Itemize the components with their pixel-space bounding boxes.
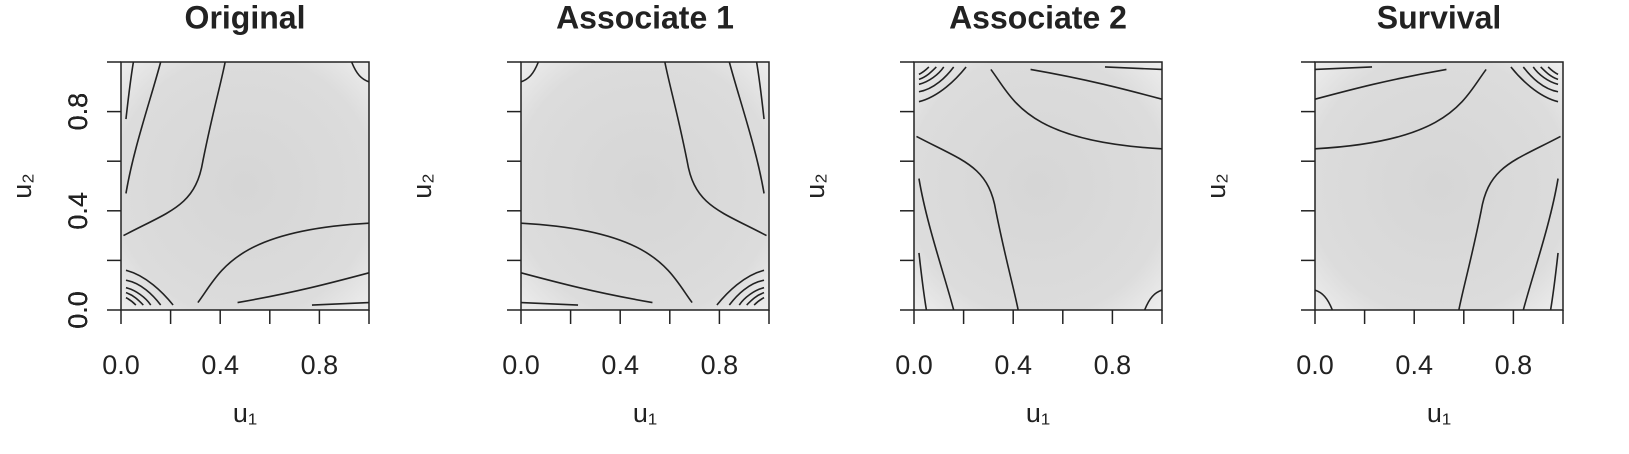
x-tick-label: 0.4 <box>1395 350 1433 380</box>
density-shading <box>914 62 1162 310</box>
y-tick-label: 0.4 <box>63 192 93 230</box>
y-axis-label: u₂ <box>800 173 830 199</box>
x-tick-label: 0.8 <box>301 350 339 380</box>
x-axis-label: u₁ <box>633 398 657 428</box>
x-tick-label: 0.4 <box>601 350 639 380</box>
panel-title: Associate 1 <box>556 0 734 35</box>
contour-plot <box>1313 62 1563 312</box>
y-tick-label: 0.8 <box>63 93 93 131</box>
y-tick-label: 0.8 <box>63 93 93 131</box>
plot-frame <box>913 61 1163 311</box>
panel-title: Associate 2 <box>949 0 1127 35</box>
x-axis-label: u₁ <box>233 398 257 428</box>
y-tick-label: 0.8 <box>63 93 93 131</box>
plot-frame <box>520 61 770 311</box>
y-tick-label: 0.4 <box>63 192 93 230</box>
plot-frame <box>120 61 370 311</box>
plot-frame <box>1314 61 1564 311</box>
x-tick-label: 0.4 <box>201 350 239 380</box>
y-axis-label: u₂ <box>1201 173 1231 199</box>
x-tick-label: 0.0 <box>1296 350 1334 380</box>
x-tick-label: 0.8 <box>1094 350 1132 380</box>
contour-plot <box>121 60 371 310</box>
density-shading <box>121 62 369 310</box>
y-tick-label: 0.0 <box>63 291 93 329</box>
y-tick-label: 0.0 <box>63 291 93 329</box>
x-tick-label: 0.8 <box>1495 350 1533 380</box>
panel-title: Original <box>185 0 306 35</box>
density-shading <box>521 62 769 310</box>
density-shading <box>1315 62 1563 310</box>
x-tick-label: 0.4 <box>994 350 1032 380</box>
x-tick-label: 0.0 <box>502 350 540 380</box>
x-tick-label: 0.8 <box>701 350 739 380</box>
y-tick-label: 0.0 <box>63 291 93 329</box>
panel-title: Survival <box>1377 0 1502 35</box>
y-axis-label: u₂ <box>7 173 37 199</box>
y-tick-label: 0.8 <box>63 93 93 131</box>
y-tick-label: 0.0 <box>63 291 93 329</box>
x-tick-label: 0.0 <box>895 350 933 380</box>
x-tick-label: 0.0 <box>102 350 140 380</box>
x-axis-label: u₁ <box>1026 398 1050 428</box>
contour-plot <box>519 60 769 310</box>
contour-plot <box>914 62 1164 312</box>
y-axis-label: u₂ <box>407 173 437 199</box>
x-axis-label: u₁ <box>1427 398 1451 428</box>
y-tick-label: 0.4 <box>63 192 93 230</box>
y-tick-label: 0.4 <box>63 192 93 230</box>
